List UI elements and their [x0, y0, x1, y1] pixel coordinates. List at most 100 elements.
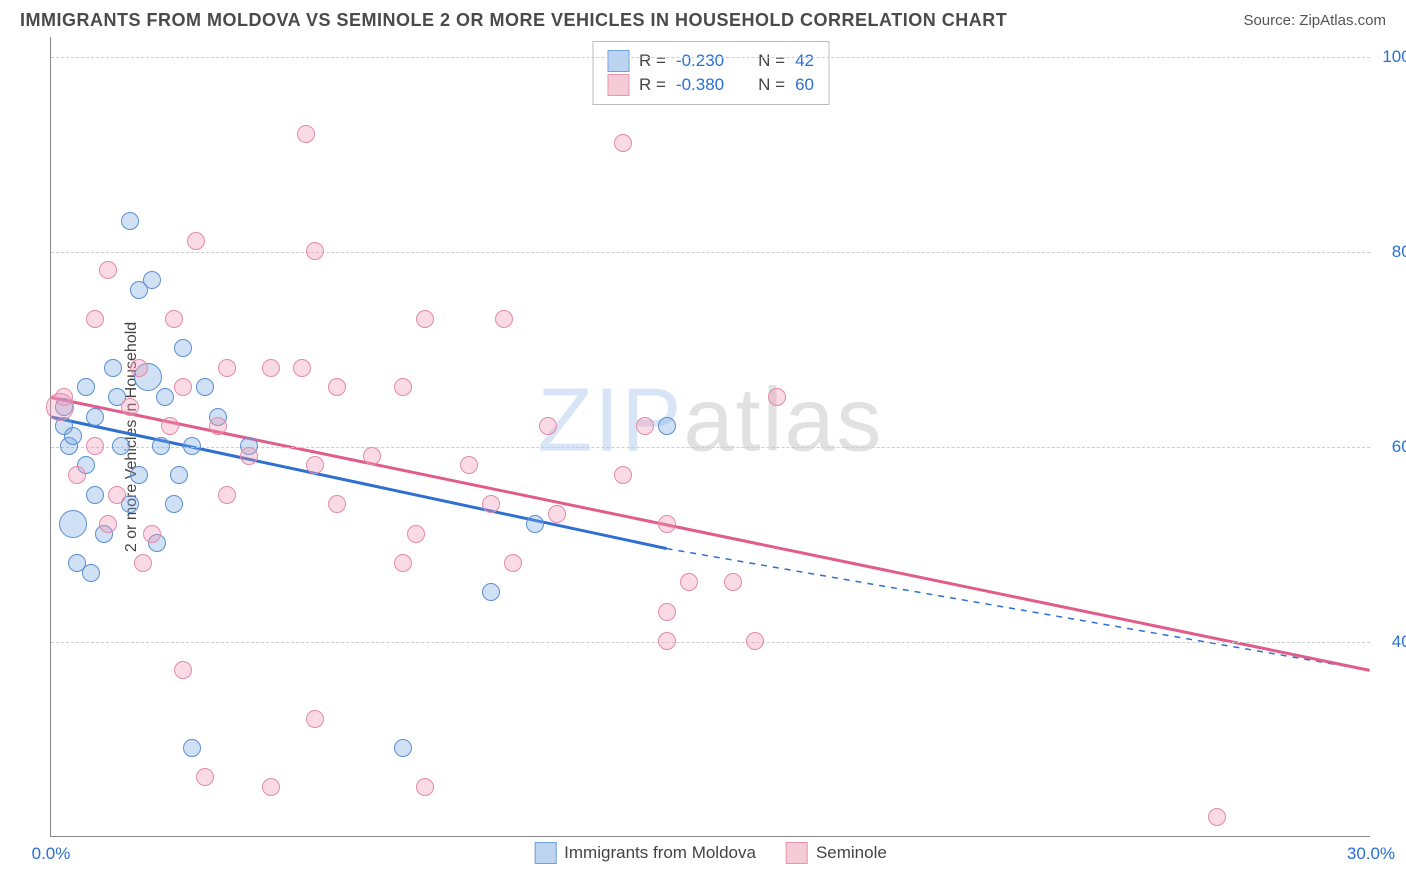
data-point-seminole — [658, 603, 676, 621]
data-point-seminole — [293, 359, 311, 377]
data-point-seminole — [416, 778, 434, 796]
legend-swatch — [607, 50, 629, 72]
y-tick-label: 100.0% — [1380, 47, 1406, 67]
data-point-seminole — [768, 388, 786, 406]
data-point-seminole — [130, 359, 148, 377]
data-point-moldova — [82, 564, 100, 582]
data-point-seminole — [460, 456, 478, 474]
data-point-moldova — [394, 739, 412, 757]
data-point-seminole — [539, 417, 557, 435]
bottom-legend: Immigrants from Moldova Seminole — [534, 842, 887, 864]
stat-n-value: 42 — [795, 51, 814, 71]
data-point-moldova — [112, 437, 130, 455]
y-tick-label: 40.0% — [1380, 632, 1406, 652]
legend-label: Immigrants from Moldova — [564, 843, 756, 863]
data-point-seminole — [394, 378, 412, 396]
data-point-moldova — [59, 510, 87, 538]
data-point-seminole — [482, 495, 500, 513]
data-point-moldova — [183, 437, 201, 455]
data-point-seminole — [134, 554, 152, 572]
stat-r-label: R = — [639, 75, 666, 95]
data-point-seminole — [99, 261, 117, 279]
data-point-moldova — [165, 495, 183, 513]
data-point-seminole — [306, 242, 324, 260]
data-point-seminole — [614, 466, 632, 484]
data-point-moldova — [658, 417, 676, 435]
data-point-seminole — [218, 486, 236, 504]
y-axis-title: 2 or more Vehicles in Household — [123, 321, 141, 551]
data-point-seminole — [121, 398, 139, 416]
stat-r-value: -0.380 — [676, 75, 724, 95]
stat-r-label: R = — [639, 51, 666, 71]
data-point-moldova — [170, 466, 188, 484]
data-point-moldova — [77, 378, 95, 396]
data-point-moldova — [152, 437, 170, 455]
data-point-moldova — [156, 388, 174, 406]
data-point-seminole — [86, 437, 104, 455]
data-point-seminole — [746, 632, 764, 650]
data-point-moldova — [130, 281, 148, 299]
data-point-seminole — [680, 573, 698, 591]
data-point-moldova — [130, 466, 148, 484]
source-label: Source: ZipAtlas.com — [1243, 12, 1386, 29]
data-point-seminole — [548, 505, 566, 523]
legend-swatch — [786, 842, 808, 864]
data-point-seminole — [196, 768, 214, 786]
stat-n-label: N = — [758, 51, 785, 71]
data-point-seminole — [108, 486, 126, 504]
data-point-moldova — [174, 339, 192, 357]
data-point-seminole — [143, 525, 161, 543]
data-point-seminole — [658, 632, 676, 650]
stat-n-label: N = — [758, 75, 785, 95]
data-point-seminole — [614, 134, 632, 152]
data-point-seminole — [165, 310, 183, 328]
data-point-moldova — [121, 212, 139, 230]
stat-n-value: 60 — [795, 75, 814, 95]
data-point-seminole — [407, 525, 425, 543]
legend-swatch — [607, 74, 629, 96]
data-point-seminole — [363, 447, 381, 465]
data-point-seminole — [86, 310, 104, 328]
data-point-moldova — [526, 515, 544, 533]
data-point-seminole — [262, 359, 280, 377]
data-point-seminole — [161, 417, 179, 435]
data-point-seminole — [328, 495, 346, 513]
y-tick-label: 60.0% — [1380, 437, 1406, 457]
gridline — [51, 57, 1370, 58]
legend-item-seminole: Seminole — [786, 842, 887, 864]
data-point-seminole — [1208, 808, 1226, 826]
data-point-seminole — [658, 515, 676, 533]
data-point-seminole — [99, 515, 117, 533]
data-point-seminole — [328, 378, 346, 396]
data-point-seminole — [174, 661, 192, 679]
data-point-seminole — [174, 378, 192, 396]
data-point-seminole — [504, 554, 522, 572]
data-point-seminole — [636, 417, 654, 435]
gridline — [51, 252, 1370, 253]
data-point-seminole — [46, 393, 74, 421]
data-point-seminole — [262, 778, 280, 796]
data-point-seminole — [209, 417, 227, 435]
x-tick-label: 0.0% — [32, 844, 71, 864]
data-point-moldova — [64, 427, 82, 445]
data-point-seminole — [416, 310, 434, 328]
page-title: IMMIGRANTS FROM MOLDOVA VS SEMINOLE 2 OR… — [20, 10, 1007, 31]
legend-item-moldova: Immigrants from Moldova — [534, 842, 756, 864]
data-point-moldova — [196, 378, 214, 396]
data-point-moldova — [86, 408, 104, 426]
stats-row-moldova: R = -0.230 N = 42 — [607, 50, 814, 72]
legend-label: Seminole — [816, 843, 887, 863]
data-point-seminole — [68, 466, 86, 484]
data-point-seminole — [218, 359, 236, 377]
data-point-moldova — [183, 739, 201, 757]
stat-r-value: -0.230 — [676, 51, 724, 71]
data-point-seminole — [495, 310, 513, 328]
y-tick-label: 80.0% — [1380, 242, 1406, 262]
stats-legend: R = -0.230 N = 42 R = -0.380 N = 60 — [592, 41, 829, 105]
data-point-seminole — [394, 554, 412, 572]
legend-swatch — [534, 842, 556, 864]
data-point-seminole — [187, 232, 205, 250]
trend-line-dashed-moldova — [667, 549, 1370, 671]
data-point-seminole — [306, 456, 324, 474]
data-point-moldova — [104, 359, 122, 377]
